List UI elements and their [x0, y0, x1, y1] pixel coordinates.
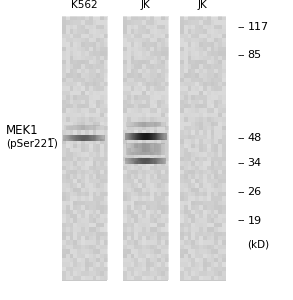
- Text: --: --: [237, 22, 245, 32]
- Text: K562: K562: [71, 1, 98, 10]
- Text: JK: JK: [141, 1, 151, 10]
- Text: (kD): (kD): [248, 239, 270, 250]
- Text: MEK1: MEK1: [6, 124, 38, 137]
- Text: JK: JK: [198, 1, 208, 10]
- Text: --: --: [237, 50, 245, 61]
- Text: --: --: [237, 187, 245, 197]
- Bar: [180, 16, 226, 280]
- Text: 34: 34: [248, 158, 262, 169]
- Text: --: --: [237, 215, 245, 226]
- Text: 85: 85: [248, 50, 262, 61]
- Text: 26: 26: [248, 187, 262, 197]
- Bar: [62, 16, 107, 280]
- Text: 117: 117: [248, 22, 269, 32]
- Text: (pSer221): (pSer221): [6, 139, 58, 149]
- Text: 19: 19: [248, 215, 262, 226]
- Text: --: --: [47, 133, 55, 143]
- Text: --: --: [237, 158, 245, 169]
- Text: --: --: [237, 133, 245, 143]
- Bar: [123, 16, 168, 280]
- Text: 48: 48: [248, 133, 262, 143]
